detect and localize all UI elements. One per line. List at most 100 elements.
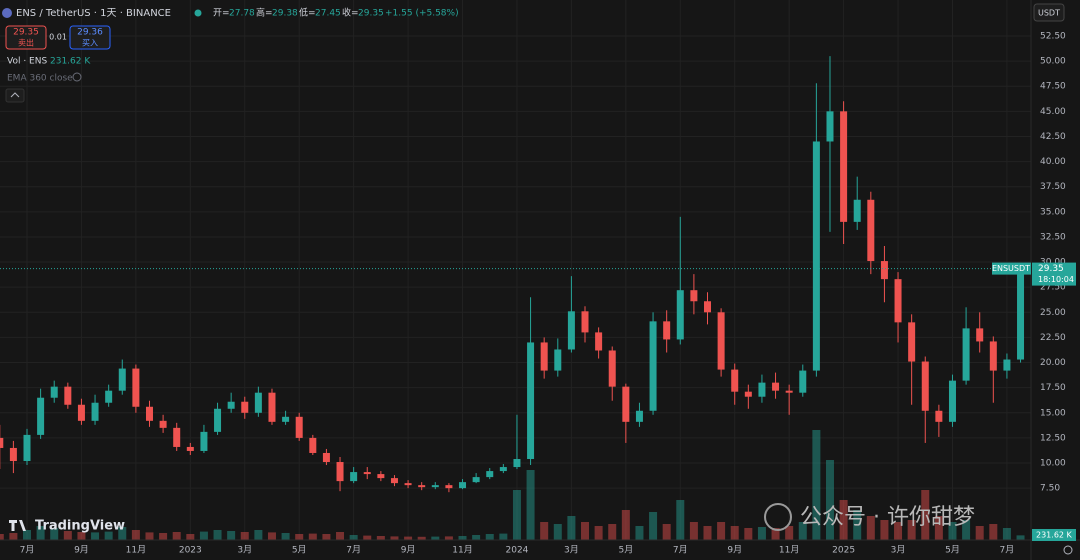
volume-bar xyxy=(744,528,753,540)
y-tick-label: 50.00 xyxy=(1040,57,1066,67)
volume-bar xyxy=(240,532,249,540)
candle-body xyxy=(50,386,58,398)
candle-body xyxy=(350,472,358,482)
candle-body xyxy=(962,328,970,381)
x-tick-label: 11月 xyxy=(779,545,799,556)
collapse-icon xyxy=(10,92,20,98)
candle-body xyxy=(826,111,834,142)
candle-body xyxy=(200,431,208,451)
candle-body xyxy=(880,261,888,280)
x-tick-label: 3月 xyxy=(891,545,906,556)
volume-tag-value: 231.62 K xyxy=(1036,531,1073,540)
candle-body xyxy=(554,349,562,371)
volume-bar xyxy=(907,520,916,540)
currency-button[interactable] xyxy=(1033,3,1065,22)
candle-body xyxy=(853,199,861,222)
candle-body xyxy=(744,391,752,397)
candle-body xyxy=(390,478,398,484)
candle-body xyxy=(731,369,739,392)
volume-layer xyxy=(0,430,1025,540)
volume-bar xyxy=(104,531,113,540)
volume-bar xyxy=(621,510,630,540)
symbol-icon xyxy=(2,8,12,18)
volume-legend-value: 231.62 K xyxy=(50,57,91,67)
volume-bar xyxy=(730,526,739,540)
candle-body xyxy=(173,427,181,447)
countdown: 18:10:04 xyxy=(1038,275,1074,284)
candle-body xyxy=(935,410,943,422)
spread: 0.01 xyxy=(49,33,67,42)
volume-bar xyxy=(23,530,31,540)
volume-bar xyxy=(77,532,86,540)
candle-body xyxy=(513,459,521,468)
volume-bar xyxy=(839,500,848,540)
settings-icon[interactable] xyxy=(1063,545,1073,555)
x-tick-label: 2023 xyxy=(179,546,202,556)
candle-body xyxy=(295,416,303,438)
candle-body xyxy=(690,290,698,302)
volume-bar xyxy=(962,520,971,540)
x-tick-label: 7月 xyxy=(673,545,688,556)
candle-body xyxy=(948,380,956,422)
ohlc-label: 开= xyxy=(213,8,230,19)
volume-bar xyxy=(9,533,18,540)
symbol-tag xyxy=(992,262,1031,275)
sell-button[interactable] xyxy=(5,25,47,50)
sell-label: 卖出 xyxy=(18,38,34,48)
candle-body xyxy=(241,401,249,413)
candle-body xyxy=(649,321,657,411)
x-tick-label: 11月 xyxy=(452,545,472,556)
y-tick-label: 10.00 xyxy=(1040,459,1066,469)
y-tick-label: 20.00 xyxy=(1040,358,1066,368)
candle-body xyxy=(91,402,99,421)
volume-bar xyxy=(376,536,385,540)
volume-bar xyxy=(336,532,345,540)
candle-body xyxy=(595,332,603,351)
y-tick-label: 52.50 xyxy=(1040,31,1066,41)
candle-body xyxy=(1017,268,1025,360)
buy-price: 29.36 xyxy=(77,28,103,38)
ema-legend: EMA 360 close xyxy=(7,74,73,84)
x-tick-label: 5月 xyxy=(945,545,960,556)
candle-body xyxy=(0,437,4,448)
candle-body xyxy=(336,462,344,482)
volume-bar xyxy=(553,524,562,540)
volume-bar xyxy=(934,516,943,540)
x-tick-label: 2025 xyxy=(832,546,855,556)
volume-bar xyxy=(649,512,658,540)
volume-bar xyxy=(703,526,712,540)
volume-bar xyxy=(390,536,399,540)
volume-bar xyxy=(594,526,603,540)
logo: TradingView xyxy=(35,519,125,534)
candle-body xyxy=(567,311,575,350)
y-tick-label: 30.00 xyxy=(1040,258,1066,268)
price-tag-value: 29.35 xyxy=(1038,264,1064,274)
volume-bar xyxy=(308,533,317,540)
volume-bar xyxy=(91,532,100,540)
volume-bar xyxy=(485,534,494,540)
candle-body xyxy=(23,434,31,462)
candle-body xyxy=(622,386,630,422)
volume-bar xyxy=(431,536,440,540)
volume-bar xyxy=(199,531,208,540)
volume-bar xyxy=(254,530,263,540)
volume-bar xyxy=(1002,528,1011,540)
candle-body xyxy=(635,410,643,422)
candle-body xyxy=(159,420,167,428)
volume-bar xyxy=(159,533,168,540)
volume-bar xyxy=(512,490,521,540)
candle-body xyxy=(867,199,875,262)
collapse-button[interactable] xyxy=(5,88,25,103)
volume-bar xyxy=(145,532,154,540)
buy-button[interactable] xyxy=(69,25,111,50)
volume-bar xyxy=(635,526,644,540)
y-tick-label: 22.50 xyxy=(1040,333,1066,343)
volume-bar xyxy=(825,460,834,540)
candle-body xyxy=(268,392,276,422)
symbol-title[interactable]: ENS / TetherUS · 1天 · BINANCE xyxy=(16,8,171,19)
candle-layer xyxy=(0,56,1025,493)
candle-body xyxy=(812,141,820,371)
volume-bar xyxy=(880,520,889,540)
visibility-icon[interactable] xyxy=(72,72,82,82)
